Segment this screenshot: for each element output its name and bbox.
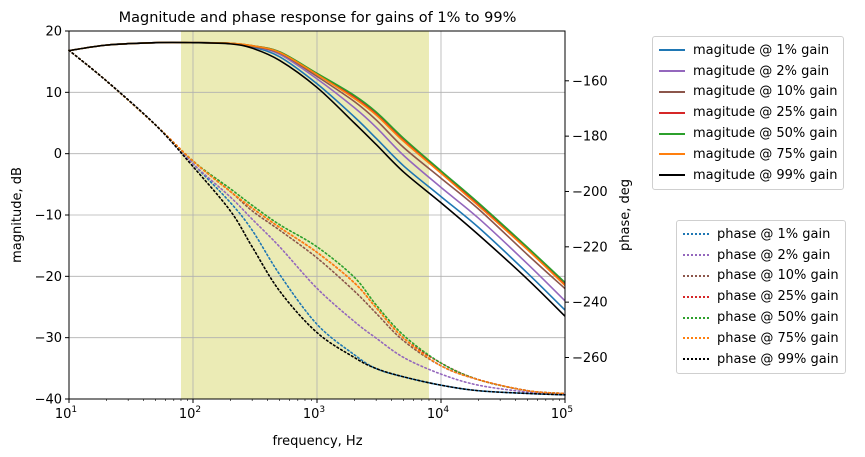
phase-legend-label: phase @ 25% gain — [717, 289, 839, 305]
x-axis-label: frequency, Hz — [272, 434, 362, 449]
magnitude-legend: magitude @ 1% gain magitude @ 2% gain magi… — [652, 36, 845, 190]
phase-legend-swatch — [683, 316, 709, 319]
x-tick-label-exponent: 2 — [195, 405, 201, 415]
magnitude-legend-swatch — [659, 174, 685, 177]
grid-layer — [68, 30, 566, 400]
x-tick-label-exponent: 5 — [567, 405, 573, 415]
y2-axis-label: phase, deg — [618, 179, 633, 251]
y2-tick-label: −220 — [572, 240, 608, 255]
phase-legend-entry-4: phase @ 50% gain — [683, 307, 839, 328]
x-tick-label: 104 — [427, 405, 450, 422]
phase-legend-label: phase @ 50% gain — [717, 310, 839, 326]
magnitude-legend-swatch — [659, 132, 685, 135]
magnitude-legend-entry-1: magitude @ 2% gain — [659, 61, 837, 82]
y2-tick-label: −260 — [572, 351, 608, 366]
phase-legend-entry-6: phase @ 99% gain — [683, 349, 839, 370]
phase-series-line-4 — [68, 49, 566, 395]
phase-legend-entry-0: phase @ 1% gain — [683, 224, 839, 245]
x-tick-label-exponent: 3 — [319, 405, 325, 415]
magnitude-legend-swatch — [659, 111, 685, 114]
x-tick-label-exponent: 1 — [71, 405, 77, 415]
chart-title: Magnitude and phase response for gains o… — [119, 10, 517, 26]
x-tick-label-exponent: 4 — [443, 405, 449, 415]
magnitude-legend-entry-3: magitude @ 25% gain — [659, 102, 837, 123]
phase-legend-swatch — [683, 274, 709, 277]
magnitude-legend-swatch — [659, 153, 685, 156]
phase-series-line-5 — [68, 49, 566, 395]
y2-tick-label: −160 — [572, 74, 608, 89]
magnitude-legend-entry-5: magitude @ 75% gain — [659, 144, 837, 165]
phase-legend-label: phase @ 99% gain — [717, 351, 839, 367]
y-tick-label: −10 — [35, 209, 62, 224]
y-tick-label: 20 — [45, 25, 62, 40]
magnitude-legend-swatch — [659, 49, 685, 52]
phase-legend-swatch — [683, 337, 709, 340]
magnitude-legend-label: magitude @ 2% gain — [693, 63, 830, 79]
magnitude-legend-entry-6: magitude @ 99% gain — [659, 165, 837, 186]
magnitude-legend-swatch — [659, 70, 685, 73]
magnitude-legend-swatch — [659, 90, 685, 93]
magnitude-legend-label: magitude @ 75% gain — [693, 146, 838, 162]
phase-legend-label: phase @ 75% gain — [717, 330, 839, 346]
phase-legend-swatch — [683, 295, 709, 298]
y-tick-label: 0 — [54, 147, 62, 162]
magnitude-legend-entry-4: magitude @ 50% gain — [659, 123, 837, 144]
phase-legend-swatch — [683, 254, 709, 257]
magnitude-legend-label: magitude @ 10% gain — [693, 84, 838, 100]
magnitude-legend-label: magitude @ 25% gain — [693, 105, 838, 121]
y2-tick-label: −180 — [572, 130, 608, 145]
phase-legend-label: phase @ 2% gain — [717, 247, 831, 263]
y2-tick-label: −200 — [572, 185, 608, 200]
magnitude-legend-label: magitude @ 1% gain — [693, 42, 830, 58]
phase-legend-entry-5: phase @ 75% gain — [683, 328, 839, 349]
magnitude-legend-label: magitude @ 99% gain — [693, 167, 838, 183]
phase-legend-swatch — [683, 358, 709, 361]
magnitude-series-line-6 — [68, 41, 566, 317]
y-tick-label: −30 — [35, 331, 62, 346]
magnitude-legend-entry-2: magitude @ 10% gain — [659, 82, 837, 103]
y-tick-label: −20 — [35, 270, 62, 285]
phase-legend-entry-1: phase @ 2% gain — [683, 245, 839, 266]
phase-legend-entry-2: phase @ 10% gain — [683, 266, 839, 287]
phase-legend-label: phase @ 10% gain — [717, 268, 839, 284]
magnitude-lines-layer — [68, 41, 566, 317]
x-tick-label: 105 — [551, 405, 573, 422]
y-tick-label: −40 — [35, 393, 62, 408]
phase-legend: phase @ 1% gain phase @ 2% gain phase @ 10… — [676, 220, 846, 374]
y-axis-label: magnitude, dB — [10, 167, 25, 263]
phase-legend-label: phase @ 1% gain — [717, 226, 831, 242]
phase-legend-swatch — [683, 233, 709, 236]
x-tick-label: 102 — [179, 405, 201, 422]
phase-legend-entry-3: phase @ 25% gain — [683, 286, 839, 307]
magnitude-legend-label: magitude @ 50% gain — [693, 126, 838, 142]
phase-series-line-6 — [68, 49, 566, 396]
x-tick-label: 101 — [55, 405, 77, 422]
y-tick-label: 10 — [45, 86, 62, 101]
phase-lines-layer — [68, 49, 566, 396]
phase-series-line-2 — [68, 49, 566, 395]
magnitude-legend-entry-0: magitude @ 1% gain — [659, 40, 837, 61]
x-tick-label: 103 — [303, 405, 325, 422]
phase-series-line-0 — [68, 49, 566, 396]
y2-tick-label: −240 — [572, 296, 608, 311]
